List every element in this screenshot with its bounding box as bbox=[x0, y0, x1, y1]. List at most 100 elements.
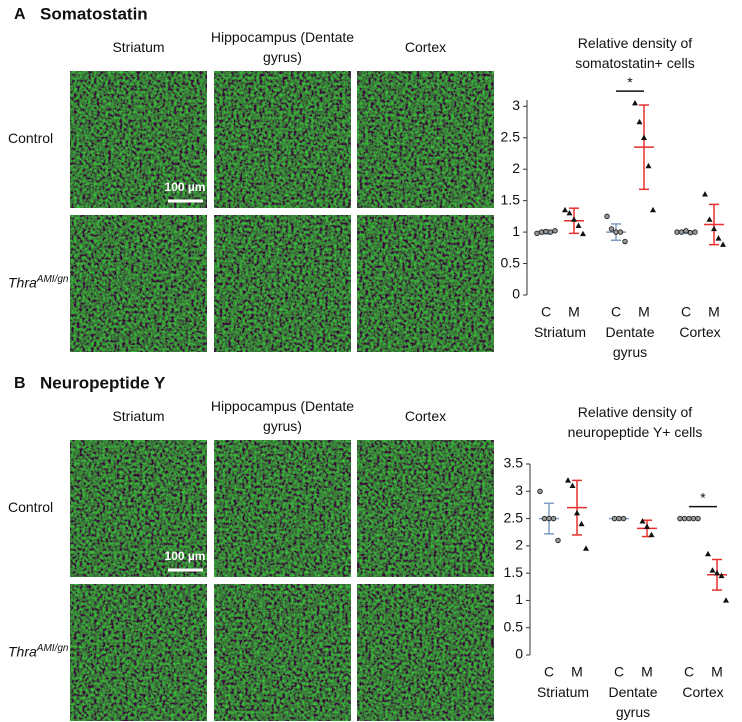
column-header: Striatum bbox=[112, 408, 165, 424]
data-point bbox=[541, 515, 548, 522]
group-label: Cortex bbox=[682, 684, 724, 700]
micrograph-texture bbox=[70, 584, 207, 721]
chart-title: Relative density of neuropeptide Y+ cell… bbox=[567, 404, 703, 440]
data-point bbox=[715, 235, 722, 241]
micrograph-texture bbox=[357, 440, 494, 577]
group-label: Striatum bbox=[536, 684, 590, 700]
data-point bbox=[723, 597, 729, 603]
data-point bbox=[695, 515, 701, 522]
data-point bbox=[552, 228, 558, 234]
data-point bbox=[677, 515, 683, 522]
y-tick-label: 0 bbox=[515, 646, 523, 662]
micrograph-texture bbox=[70, 71, 207, 208]
data-point bbox=[537, 488, 543, 494]
data-point bbox=[571, 216, 577, 222]
data-point bbox=[562, 206, 568, 213]
x-tick-label: C bbox=[544, 664, 554, 680]
y-tick-label: 1.5 bbox=[504, 564, 524, 580]
data-point bbox=[578, 520, 585, 527]
y-tick-label: 3 bbox=[512, 97, 520, 113]
column-header: Hippocampus (Dentate gyrus) bbox=[210, 29, 355, 65]
data-point bbox=[547, 229, 554, 235]
x-tick-label: M bbox=[571, 664, 583, 680]
group-label: Cortex bbox=[679, 324, 721, 340]
y-tick-label: 3.5 bbox=[504, 455, 524, 471]
data-point bbox=[604, 213, 610, 220]
data-point bbox=[583, 545, 589, 551]
significance-mark: * bbox=[700, 489, 706, 505]
data-point bbox=[648, 531, 655, 538]
column-header: Hippocampus (Dentate gyrus) bbox=[210, 398, 355, 434]
micrograph-texture bbox=[70, 215, 207, 352]
row-label: Control bbox=[8, 130, 53, 146]
y-tick-label: 2 bbox=[515, 537, 523, 553]
data-point bbox=[690, 515, 697, 522]
data-point bbox=[616, 515, 622, 522]
data-point bbox=[566, 210, 573, 216]
x-tick-label: C bbox=[684, 664, 694, 680]
data-point bbox=[632, 99, 638, 106]
data-point bbox=[622, 238, 628, 245]
micrograph-texture bbox=[357, 71, 494, 208]
group-label: Striatum bbox=[533, 324, 587, 340]
data-point bbox=[641, 134, 647, 140]
x-tick-label: M bbox=[638, 304, 650, 320]
row-superscript: AMI/gn bbox=[36, 273, 69, 285]
row-text: Thra bbox=[8, 274, 37, 291]
data-point bbox=[608, 226, 615, 232]
data-point bbox=[692, 229, 698, 235]
data-point bbox=[718, 572, 725, 579]
data-point bbox=[711, 225, 717, 232]
column-header: Striatum bbox=[112, 39, 165, 55]
x-tick-label: M bbox=[641, 664, 653, 680]
data-point bbox=[720, 241, 726, 247]
data-point bbox=[575, 222, 582, 229]
data-point bbox=[709, 567, 716, 573]
y-tick-label: 1 bbox=[512, 223, 520, 239]
panel-title: Neuropeptide Y bbox=[40, 373, 166, 392]
data-point bbox=[683, 228, 689, 234]
y-tick-label: 2.5 bbox=[504, 509, 524, 525]
group-label: Dentate gyrus bbox=[605, 324, 655, 360]
data-point bbox=[686, 515, 692, 522]
y-tick-label: 0.5 bbox=[504, 618, 524, 634]
data-point bbox=[538, 229, 545, 235]
data-point bbox=[705, 550, 711, 557]
data-point bbox=[650, 206, 656, 213]
panel-label: A bbox=[14, 6, 26, 23]
y-tick-label: 3 bbox=[515, 482, 523, 498]
micrograph-texture bbox=[357, 584, 494, 721]
panel-title: Somatostatin bbox=[40, 4, 148, 23]
data-point bbox=[706, 216, 713, 222]
scale-bar-label: 100 µm bbox=[165, 180, 206, 194]
data-point bbox=[569, 482, 576, 489]
data-point bbox=[574, 509, 580, 516]
y-tick-label: 2.5 bbox=[501, 128, 521, 144]
scale-bar-label: 100 µm bbox=[165, 549, 206, 563]
data-point bbox=[555, 537, 561, 544]
data-point bbox=[543, 228, 549, 235]
row-label: Control bbox=[8, 499, 53, 515]
significance-mark: * bbox=[627, 74, 633, 90]
x-tick-label: M bbox=[568, 304, 580, 320]
data-point bbox=[613, 229, 619, 235]
micrograph-texture bbox=[214, 215, 351, 352]
x-tick-label: C bbox=[541, 304, 551, 320]
data-point bbox=[674, 229, 680, 235]
data-point bbox=[620, 515, 627, 522]
row-text: Control bbox=[8, 498, 54, 515]
data-point bbox=[644, 523, 650, 529]
y-tick-label: 0.5 bbox=[501, 254, 521, 270]
data-point bbox=[687, 230, 694, 236]
row-superscript: AMI/gn bbox=[36, 642, 69, 654]
chart-title: Relative density of somatostatin+ cells bbox=[575, 35, 695, 71]
data-point bbox=[550, 515, 557, 522]
data-point bbox=[639, 518, 646, 524]
micrograph-texture bbox=[214, 584, 351, 721]
data-point bbox=[611, 515, 618, 522]
data-point bbox=[580, 230, 586, 237]
y-tick-label: 0 bbox=[512, 286, 520, 302]
column-header: Cortex bbox=[404, 408, 447, 424]
